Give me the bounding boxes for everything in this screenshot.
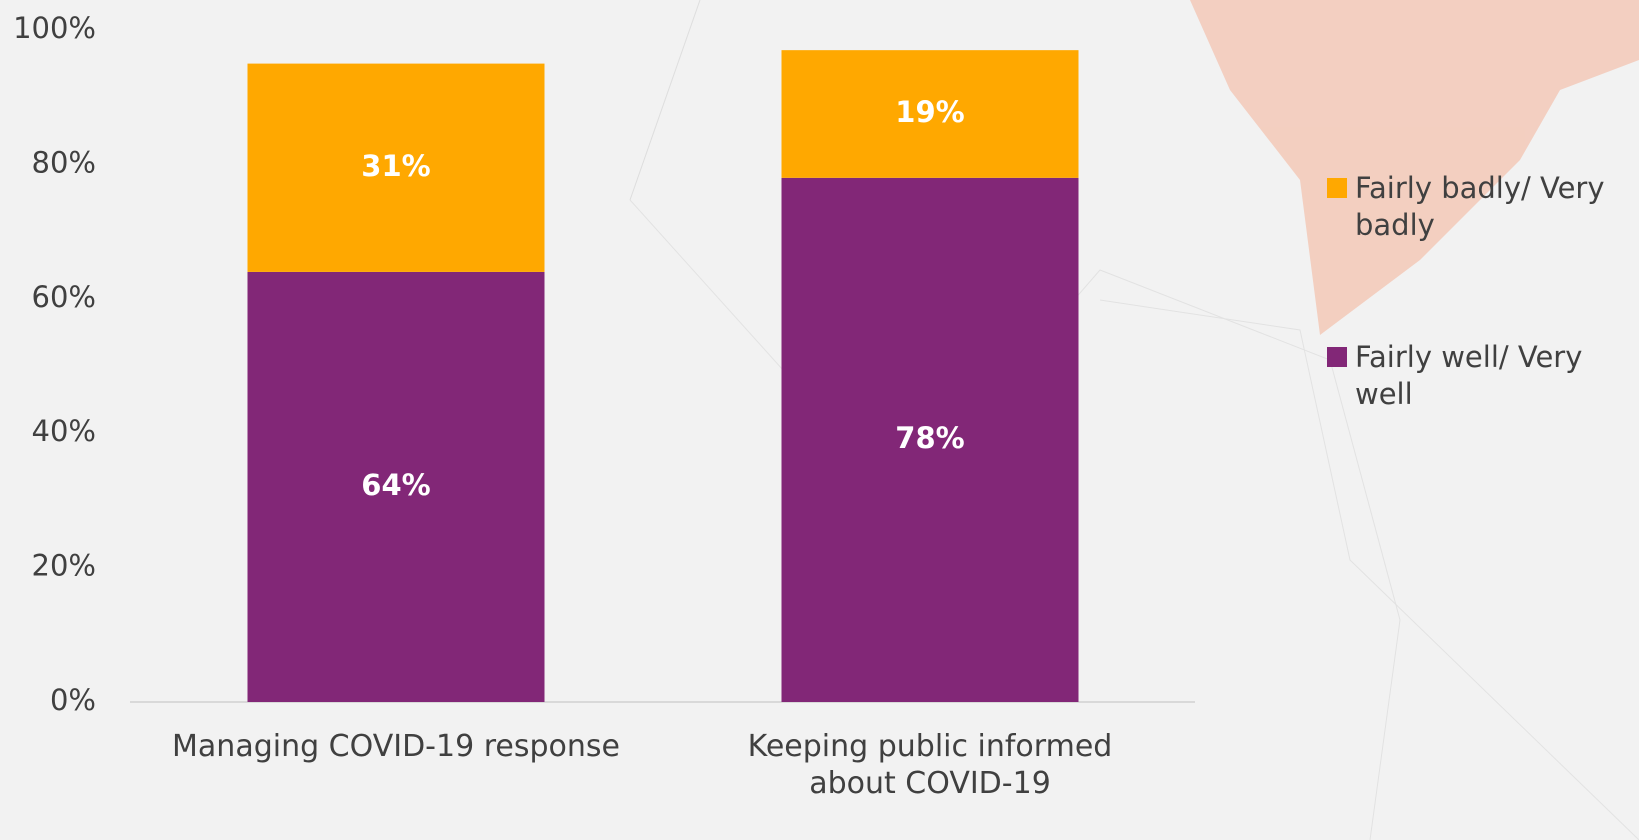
- bar-segment: [247, 271, 545, 702]
- data-label: 78%: [895, 421, 964, 455]
- legend-item: Fairly well/ Very well: [1327, 339, 1605, 413]
- bar-segment: [781, 177, 1079, 703]
- legend-swatch: [1327, 347, 1347, 367]
- bar-segment: [781, 50, 1079, 178]
- data-label: 19%: [895, 95, 964, 129]
- legend-label: Fairly well/ Very well: [1355, 340, 1583, 411]
- x-tick-label: Managing COVID-19 response: [172, 729, 620, 764]
- decor-line: [1099, 299, 1639, 840]
- legend-swatch: [1327, 178, 1347, 198]
- legend: Fairly badly/ Very badly Fairly well/ Ver…: [1327, 170, 1605, 508]
- decor-shape: [1190, 0, 1639, 335]
- x-tick-label: Keeping public informed about COVID-19: [747, 729, 1113, 801]
- legend-label: Fairly badly/ Very badly: [1355, 171, 1605, 242]
- y-tick-label: 40%: [32, 414, 96, 448]
- y-tick-label: 20%: [32, 549, 96, 583]
- y-tick-label: 0%: [50, 683, 96, 717]
- y-tick-label: 80%: [32, 145, 96, 179]
- legend-item: Fairly badly/ Very badly: [1327, 170, 1605, 244]
- bar-segment: [247, 63, 545, 272]
- y-tick-label: 60%: [32, 280, 96, 314]
- data-label: 64%: [361, 468, 430, 502]
- y-tick-label: 100%: [13, 11, 96, 45]
- decor-line: [629, 0, 701, 201]
- data-label: 31%: [361, 149, 430, 183]
